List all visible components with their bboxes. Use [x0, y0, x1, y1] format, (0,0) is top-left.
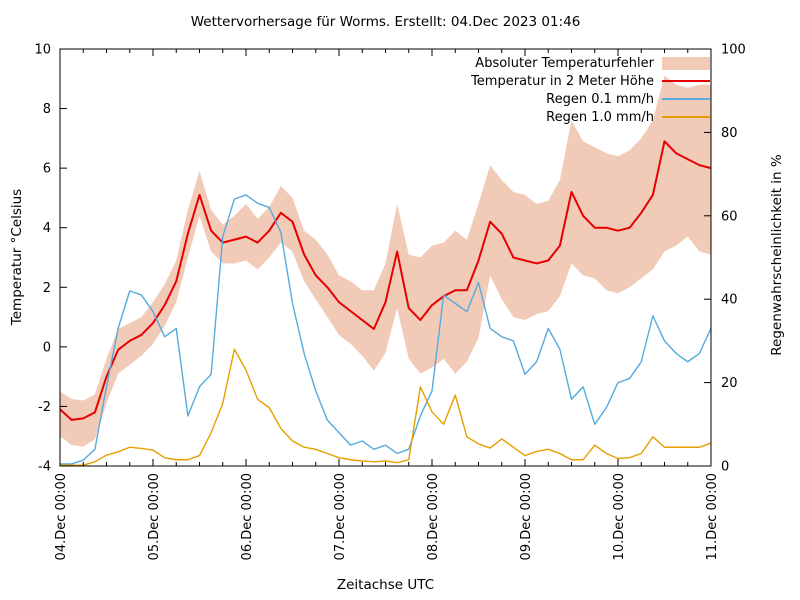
svg-text:06.Dec 00:00: 06.Dec 00:00 — [240, 473, 255, 560]
x-axis-tick-labels: 04.Dec 00:00 05.Dec 00:00 06.Dec 00:00 07.D… — [54, 473, 720, 560]
svg-text:04.Dec 00:00: 04.Dec 00:00 — [54, 473, 69, 560]
svg-text:08.Dec 00:00: 08.Dec 00:00 — [426, 473, 441, 560]
rain01-line-swatch — [662, 98, 710, 100]
legend-label: Temperatur in 2 Meter Höhe — [471, 73, 654, 89]
rain10-line-swatch — [662, 116, 710, 118]
svg-text:07.Dec 00:00: 07.Dec 00:00 — [333, 473, 348, 560]
svg-text:40: 40 — [721, 293, 738, 308]
legend-label: Absoluter Temperaturfehler — [475, 55, 654, 71]
plot-border — [59, 48, 712, 467]
temperature-line-swatch — [662, 80, 710, 82]
svg-text:0: 0 — [43, 340, 51, 355]
temperature-line — [59, 140, 712, 421]
legend: Absoluter Temperaturfehler Temperatur in… — [471, 54, 710, 126]
y-axis-label-rain-probability: Regenwahrscheinlichkeit in % — [769, 154, 785, 356]
legend-label: Regen 1.0 mm/h — [546, 109, 654, 125]
y-axis-label-temperature: Temperatur °Celsius — [9, 188, 25, 326]
rain01-line — [60, 194, 712, 465]
svg-text:09.Dec 00:00: 09.Dec 00:00 — [519, 473, 534, 560]
svg-text:10: 10 — [34, 43, 51, 58]
x-axis-label-time: Zeitachse UTC — [336, 577, 435, 593]
svg-text:2: 2 — [43, 281, 51, 296]
svg-text:-2: -2 — [38, 400, 51, 415]
legend-item-error-band: Absoluter Temperaturfehler — [471, 54, 710, 72]
svg-text:0: 0 — [721, 460, 729, 475]
svg-text:60: 60 — [721, 209, 738, 224]
svg-text:11.Dec 00:00: 11.Dec 00:00 — [705, 473, 720, 560]
rain10-line — [60, 348, 712, 466]
svg-text:100: 100 — [721, 43, 746, 58]
legend-label: Regen 0.1 mm/h — [546, 91, 654, 107]
svg-text:10.Dec 00:00: 10.Dec 00:00 — [612, 473, 627, 560]
error-band-swatch — [662, 56, 710, 70]
svg-text:6: 6 — [43, 162, 51, 177]
chart-title: Wettervorhersage für Worms. Erstellt: 04… — [190, 14, 581, 30]
svg-text:05.Dec 00:00: 05.Dec 00:00 — [147, 473, 162, 560]
svg-text:8: 8 — [43, 102, 51, 117]
y-axis-right-tick-labels: 100 80 60 40 20 0 — [721, 43, 746, 475]
svg-text:4: 4 — [43, 221, 51, 236]
legend-item-rain10: Regen 1.0 mm/h — [471, 108, 710, 126]
legend-item-temperature: Temperatur in 2 Meter Höhe — [471, 72, 710, 90]
error-band — [60, 75, 711, 447]
legend-item-rain01: Regen 0.1 mm/h — [471, 90, 710, 108]
y-axis-left-tick-labels: 10 8 6 4 2 0 -2 -4 — [34, 43, 51, 475]
svg-text:20: 20 — [721, 376, 738, 391]
svg-text:80: 80 — [721, 126, 738, 141]
svg-text:-4: -4 — [38, 460, 51, 475]
